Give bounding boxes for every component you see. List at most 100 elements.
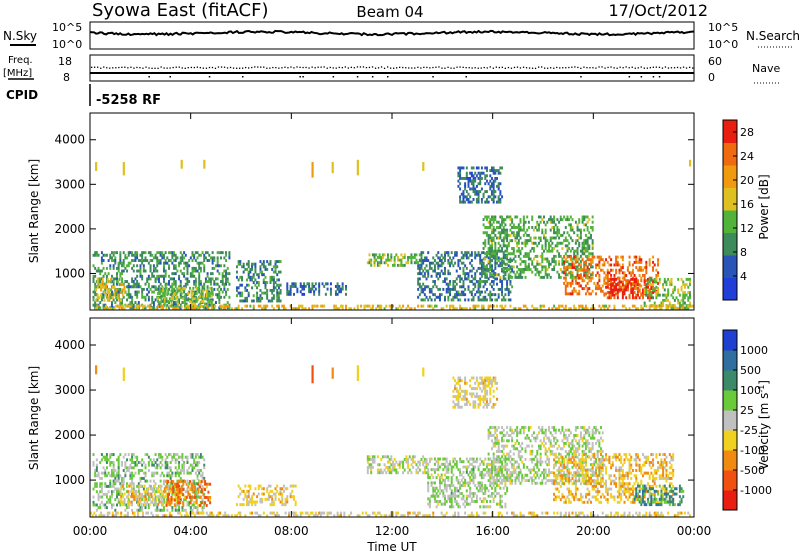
echo-cell xyxy=(657,260,660,264)
echo-cell xyxy=(589,258,592,262)
echo-cell xyxy=(100,283,103,287)
echo-cell xyxy=(497,293,500,297)
echo-cell xyxy=(435,476,438,480)
echo-cell xyxy=(99,482,102,486)
echo-cell xyxy=(102,295,105,299)
echo-cell xyxy=(586,276,589,280)
echo-cell xyxy=(596,281,599,285)
echo-cell xyxy=(573,255,576,259)
echo-cell xyxy=(670,283,673,287)
echo-cell xyxy=(216,287,219,291)
echo-cell xyxy=(620,266,623,270)
echo-cell xyxy=(519,257,522,261)
echo-cell xyxy=(194,299,196,303)
echo-cell xyxy=(509,260,512,264)
echo-cell xyxy=(455,478,458,482)
echo-cell xyxy=(539,220,542,224)
echo-cell xyxy=(610,277,613,281)
echo-cell xyxy=(606,268,609,272)
echo-cell xyxy=(670,293,673,297)
echo-cell xyxy=(564,284,567,288)
echo-cell xyxy=(428,266,431,270)
echo-cell xyxy=(136,293,139,297)
echo-cell xyxy=(410,258,413,262)
echo-cell xyxy=(472,295,475,299)
echo-cell xyxy=(152,474,155,478)
echo-cell xyxy=(440,293,443,297)
echo-cell xyxy=(474,473,477,477)
echo-cell xyxy=(511,239,514,243)
echo-cell xyxy=(191,251,194,255)
echo-cell xyxy=(112,277,115,281)
echo-cell xyxy=(420,290,423,294)
echo-cell xyxy=(246,283,249,287)
echo-cell xyxy=(371,253,374,257)
echo-cell xyxy=(246,288,249,292)
echo-cell xyxy=(534,241,537,245)
echo-cell xyxy=(425,269,428,273)
echo-cell xyxy=(251,497,254,501)
echo-cell xyxy=(496,236,498,240)
echo-cell xyxy=(459,307,462,311)
echo-cell xyxy=(465,176,468,180)
echo-cell xyxy=(465,494,468,498)
echo-cell xyxy=(682,304,685,308)
echo-cell xyxy=(92,500,95,504)
echo-cell xyxy=(151,301,154,304)
echo-cell xyxy=(581,304,584,308)
echo-cell xyxy=(532,307,535,311)
echo-cell xyxy=(534,273,537,277)
echo-cell xyxy=(457,166,460,170)
echo-cell xyxy=(196,506,199,510)
echo-cell xyxy=(301,304,304,308)
echo-cell xyxy=(173,259,176,262)
echo-cell xyxy=(480,274,483,278)
echo-cell xyxy=(281,500,284,504)
echo-cell xyxy=(462,460,465,464)
echo-cell xyxy=(117,500,120,504)
echo-cell xyxy=(173,292,176,296)
echo-cell xyxy=(485,174,488,178)
echo-cell xyxy=(631,304,634,308)
echo-cell xyxy=(418,269,421,273)
echo-cell xyxy=(114,482,117,486)
echo-cell xyxy=(630,271,633,275)
echo-cell xyxy=(586,220,589,224)
echo-cell xyxy=(218,293,221,297)
echo-cell xyxy=(373,261,376,265)
echo-cell xyxy=(277,283,280,287)
echo-cell xyxy=(485,275,488,279)
echo-cell xyxy=(151,272,154,276)
echo-cell xyxy=(655,285,658,289)
echo-cell xyxy=(127,253,130,257)
echo-cell xyxy=(548,249,551,253)
echo-cell xyxy=(175,292,178,296)
echo-cell xyxy=(418,266,421,270)
echo-cell xyxy=(173,264,176,268)
echo-cell xyxy=(112,259,115,262)
echo-cell xyxy=(549,236,552,240)
echo-cell xyxy=(578,268,581,272)
echo-cell xyxy=(201,455,204,459)
echo-cell xyxy=(514,215,517,219)
echo-cell xyxy=(150,500,153,504)
echo-cell xyxy=(193,458,196,462)
echo-cell xyxy=(537,226,540,229)
echo-cell xyxy=(228,256,231,260)
echo-cell xyxy=(339,287,342,291)
echo-cell xyxy=(626,288,629,292)
echo-cell xyxy=(588,258,591,262)
echo-cell xyxy=(573,257,576,261)
echo-cell xyxy=(168,500,171,504)
echo-cell xyxy=(507,215,510,219)
echo-cell xyxy=(608,287,611,291)
echo-cell xyxy=(492,228,495,232)
echo-cell xyxy=(442,261,445,265)
echo-cell xyxy=(117,461,120,464)
echo-cell xyxy=(534,265,537,269)
echo-cell xyxy=(464,253,467,257)
echo-cell xyxy=(643,291,646,294)
echo-cell xyxy=(114,277,117,281)
echo-cell xyxy=(239,299,242,303)
echo-cell xyxy=(279,260,282,264)
